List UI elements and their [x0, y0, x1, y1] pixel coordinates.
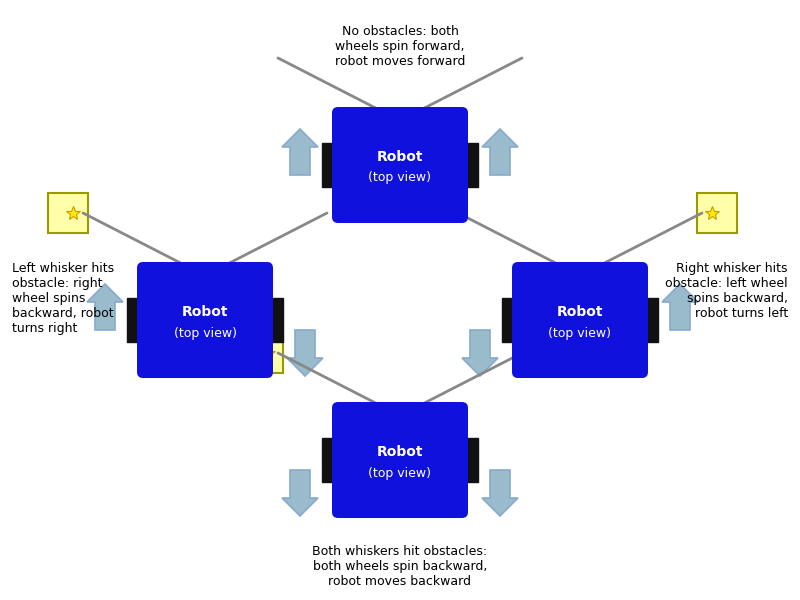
Text: No obstacles: both
wheels spin forward,
robot moves forward: No obstacles: both wheels spin forward, … [335, 25, 465, 68]
Polygon shape [482, 470, 518, 516]
Text: Robot: Robot [557, 305, 603, 319]
Polygon shape [287, 330, 323, 376]
Polygon shape [87, 284, 123, 330]
Text: Left whisker hits
obstacle: right
wheel spins
backward, robot
turns right: Left whisker hits obstacle: right wheel … [12, 262, 114, 335]
Polygon shape [282, 129, 318, 175]
Polygon shape [462, 330, 498, 376]
Text: Robot: Robot [377, 445, 423, 459]
Bar [322, 143, 338, 187]
FancyBboxPatch shape [137, 262, 273, 378]
Text: (top view): (top view) [549, 326, 611, 340]
FancyBboxPatch shape [332, 402, 468, 518]
Polygon shape [282, 470, 318, 516]
Bar [48, 193, 88, 233]
Bar [697, 193, 737, 233]
Text: (top view): (top view) [369, 172, 431, 185]
Text: Right whisker hits
obstacle: left wheel
spins backward,
robot turns left: Right whisker hits obstacle: left wheel … [666, 262, 788, 320]
Bar [502, 298, 518, 342]
Bar [267, 298, 283, 342]
Bar [322, 438, 338, 482]
Bar [243, 333, 283, 373]
Polygon shape [482, 129, 518, 175]
Text: Robot: Robot [182, 305, 228, 319]
FancyBboxPatch shape [332, 107, 468, 223]
Polygon shape [662, 284, 698, 330]
Text: (top view): (top view) [174, 326, 237, 340]
FancyBboxPatch shape [512, 262, 648, 378]
Bar [127, 298, 143, 342]
Text: Both whiskers hit obstacles:
both wheels spin backward,
robot moves backward: Both whiskers hit obstacles: both wheels… [313, 545, 487, 588]
Bar [517, 333, 557, 373]
Bar [642, 298, 658, 342]
Bar [462, 143, 478, 187]
Text: (top view): (top view) [369, 467, 431, 479]
Bar [462, 438, 478, 482]
Text: Robot: Robot [377, 150, 423, 164]
